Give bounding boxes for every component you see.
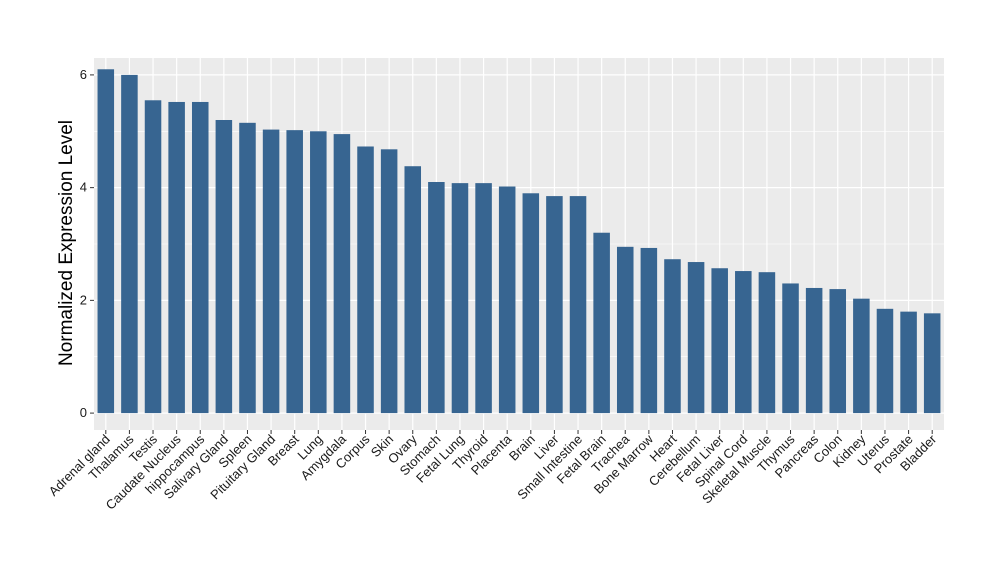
x-tick-label: Brain: [506, 432, 538, 464]
bar: [191, 101, 209, 414]
bar: [498, 186, 516, 414]
bar: [664, 259, 681, 414]
bar: [735, 271, 752, 414]
bar: [829, 289, 847, 414]
bar: [286, 130, 303, 414]
bar: [239, 122, 256, 414]
bar: [876, 308, 894, 414]
bar: [428, 182, 445, 414]
bar: [522, 193, 540, 414]
bar: [333, 134, 351, 414]
bar: [357, 146, 374, 414]
bar: [215, 120, 233, 414]
bar: [144, 100, 162, 414]
bar: [310, 131, 327, 414]
bar: [404, 166, 422, 414]
bar: [758, 272, 776, 414]
bar: [262, 129, 280, 414]
bar: [805, 287, 823, 414]
bar: [97, 69, 115, 414]
bar: [451, 183, 469, 414]
bar: [640, 247, 658, 414]
bar: [687, 262, 705, 414]
bar: [782, 283, 799, 414]
y-tick-label: 6: [80, 67, 87, 82]
bar: [593, 232, 610, 414]
bar: [546, 196, 563, 414]
y-tick-label: 0: [80, 405, 87, 420]
bar: [168, 101, 185, 414]
y-tick-label: 4: [80, 180, 87, 195]
bar: [569, 196, 587, 414]
bars: [97, 69, 941, 414]
bar: [121, 74, 138, 414]
y-axis: 0 2 4 6: [80, 67, 94, 420]
y-axis-label: Normalized Expression Level: [56, 120, 77, 366]
bar: [616, 246, 634, 414]
y-tick-label: 2: [80, 292, 87, 307]
bar: [923, 313, 941, 414]
bar: [380, 149, 398, 414]
bar: [475, 183, 492, 414]
minor-gridlines: [94, 130, 944, 358]
bar: [711, 268, 728, 414]
bar: [900, 311, 917, 414]
bar: [853, 298, 870, 414]
